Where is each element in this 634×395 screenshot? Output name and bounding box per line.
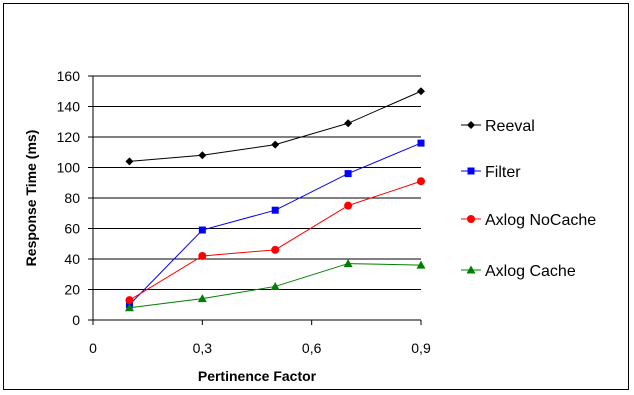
y-tick-label: 100 bbox=[57, 160, 81, 176]
data-point bbox=[124, 303, 134, 312]
x-tick-label: 0,6 bbox=[302, 340, 322, 356]
data-point bbox=[271, 245, 280, 254]
x-tick-label: 0,9 bbox=[411, 340, 431, 356]
x-tick-label: 0 bbox=[89, 340, 97, 356]
chart-frame bbox=[3, 3, 629, 390]
x-axis-title: Pertinence Factor bbox=[198, 368, 317, 384]
data-point bbox=[198, 251, 207, 260]
y-tick-labels: 0 20 40 60 80 100 120 140 160 bbox=[57, 68, 81, 328]
legend-label: Axlog Cache bbox=[485, 263, 576, 280]
data-point bbox=[344, 170, 352, 178]
y-tick-label: 140 bbox=[57, 99, 81, 115]
series-lines bbox=[124, 87, 426, 312]
data-point bbox=[344, 119, 353, 128]
legend-label: Axlog NoCache bbox=[485, 212, 596, 229]
legend-label: Filter bbox=[485, 164, 521, 181]
data-point bbox=[198, 151, 207, 160]
data-point bbox=[344, 201, 353, 210]
y-tick-label: 0 bbox=[72, 312, 80, 328]
y-tick-label: 40 bbox=[64, 251, 80, 267]
legend-marker bbox=[467, 167, 475, 175]
legend-marker bbox=[467, 215, 475, 223]
y-tick-label: 120 bbox=[57, 129, 81, 145]
data-point bbox=[417, 177, 425, 186]
y-tick-label: 80 bbox=[64, 190, 80, 206]
grid-lines bbox=[93, 75, 421, 290]
x-tick-labels: 0 0,3 0,6 0,9 bbox=[89, 340, 431, 356]
data-point bbox=[271, 206, 279, 214]
y-tick-label: 60 bbox=[64, 221, 80, 237]
legend-marker bbox=[466, 265, 476, 274]
data-point bbox=[271, 140, 280, 149]
y-tick-label: 20 bbox=[64, 282, 80, 298]
data-point bbox=[417, 87, 425, 96]
data-point bbox=[417, 139, 425, 147]
legend-marker bbox=[467, 121, 475, 129]
data-point bbox=[197, 294, 207, 303]
data-point bbox=[270, 281, 280, 290]
y-axis-title: Response Time (ms) bbox=[23, 130, 39, 267]
data-point bbox=[125, 296, 134, 305]
data-point bbox=[125, 157, 134, 166]
data-point bbox=[343, 259, 353, 268]
data-point bbox=[198, 226, 206, 234]
x-tick-label: 0,3 bbox=[193, 340, 213, 356]
series-line-reeval bbox=[129, 90, 422, 162]
axes bbox=[88, 75, 422, 325]
legend: Reeval Filter Axlog NoCache Axlog Cache bbox=[461, 118, 596, 280]
data-point bbox=[416, 260, 426, 269]
y-tick-label: 160 bbox=[57, 68, 81, 84]
legend-label: Reeval bbox=[485, 118, 535, 135]
